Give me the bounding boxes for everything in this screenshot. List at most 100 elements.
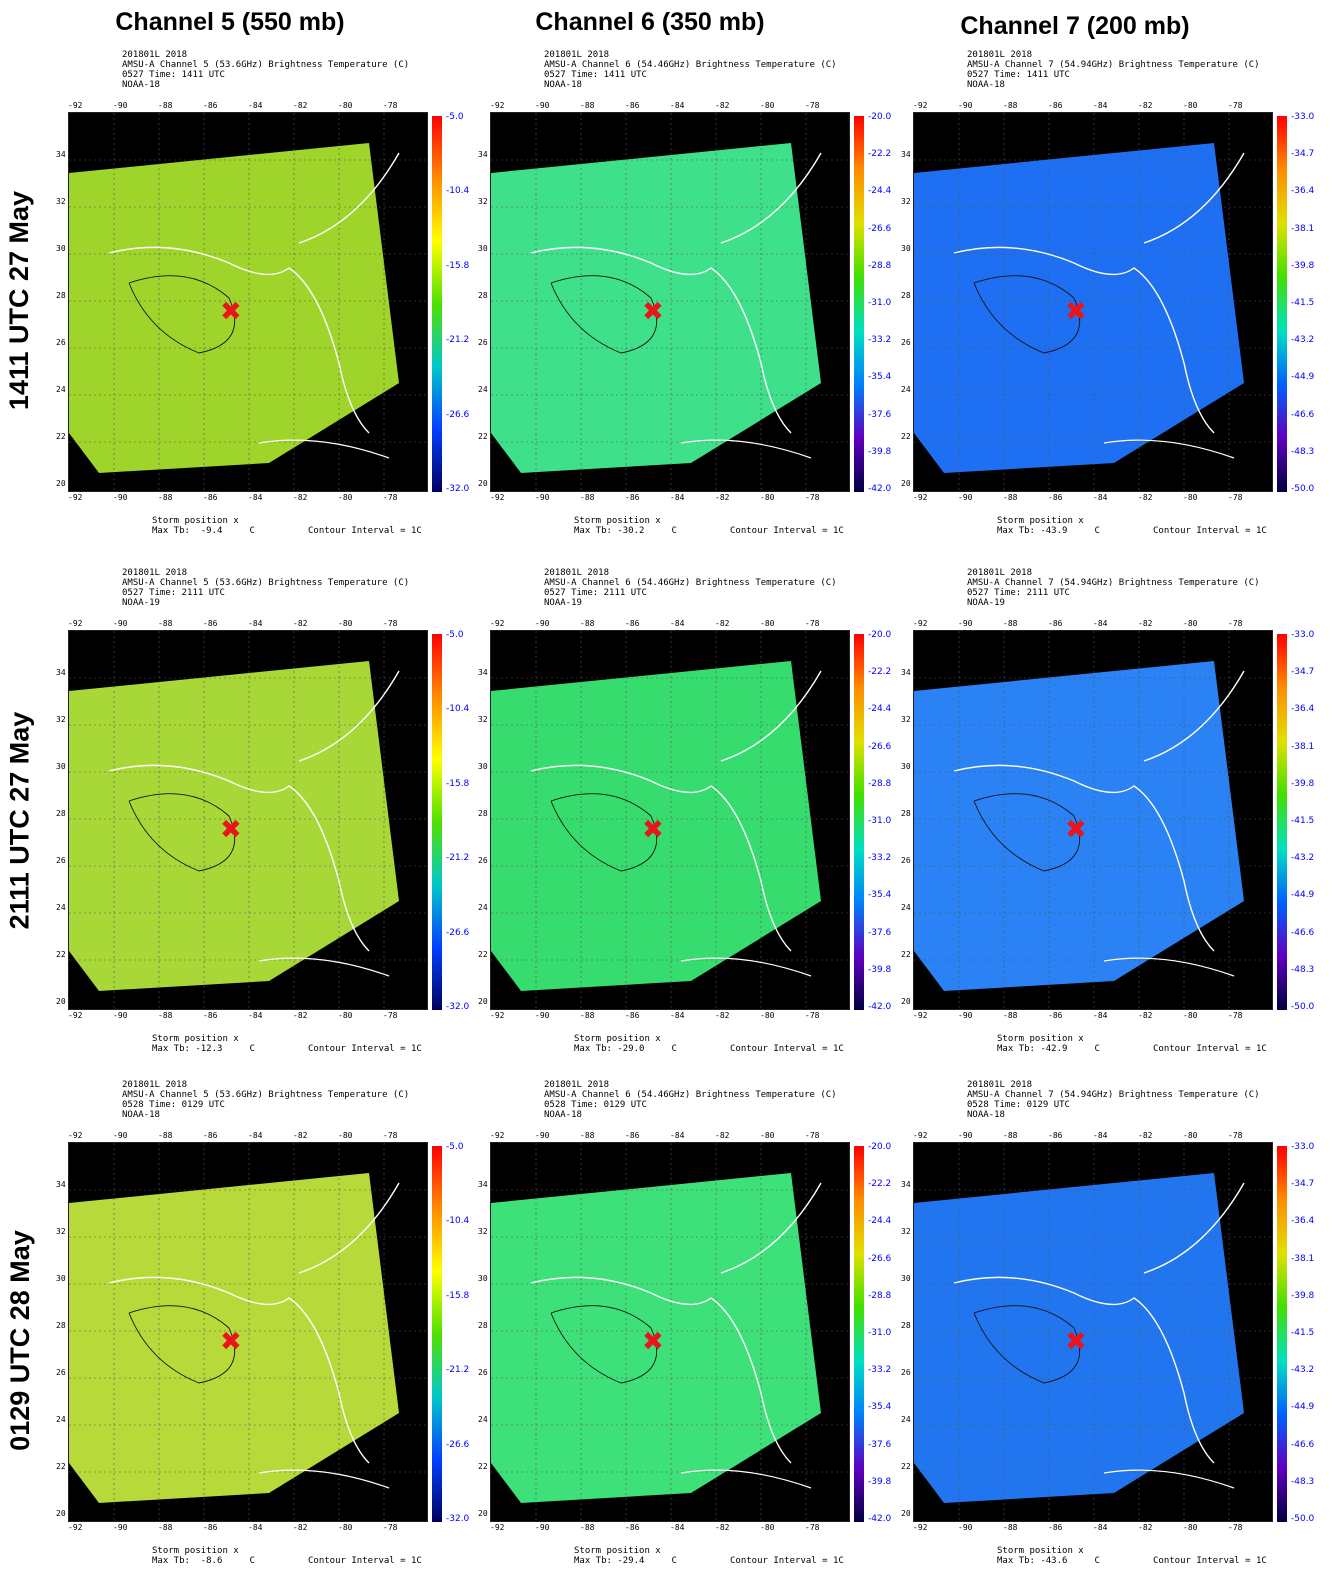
colorbar-label: -31.0 — [868, 1328, 892, 1338]
brightness-temperature-map — [68, 112, 428, 492]
x-tick-label: -90 — [958, 1131, 973, 1140]
x-tick-label: -82 — [293, 619, 308, 628]
x-tick-label: -84 — [1093, 493, 1108, 502]
colorbar-label: -41.5 — [1291, 298, 1315, 308]
x-tick-label: -86 — [1048, 1131, 1063, 1140]
contour-interval-label: Contour Interval = 1C — [1153, 1044, 1267, 1054]
colorbar-label: -33.2 — [868, 1365, 892, 1376]
x-tick-label: -84 — [248, 101, 263, 110]
x-tick-label: -80 — [760, 1011, 775, 1020]
colorbar-label: -35.4 — [868, 1402, 892, 1413]
y-tick-label: 26 — [901, 338, 911, 347]
x-tick-label: -82 — [293, 1011, 308, 1020]
max-tb-value: Max Tb: -43.6 C — [997, 1556, 1100, 1566]
colorbar-label: -44.9 — [1291, 1402, 1315, 1413]
x-tick-label: -84 — [670, 1011, 685, 1020]
contour-interval-label: Contour Interval = 1C — [1153, 526, 1267, 536]
y-tick-label: 24 — [901, 385, 911, 394]
y-tick-label: 28 — [478, 1321, 488, 1330]
colorbar-label: -26.6 — [868, 1253, 892, 1264]
y-tick-label: 26 — [56, 1368, 66, 1377]
x-tick-label: -86 — [203, 1011, 218, 1020]
storm-position-label: Storm position x — [997, 1034, 1084, 1044]
y-tick-label: 24 — [478, 903, 488, 912]
x-tick-label: -86 — [203, 493, 218, 502]
x-tick-label: -88 — [158, 1523, 173, 1532]
x-tick-label: -90 — [535, 1131, 550, 1140]
y-tick-label: 26 — [478, 1368, 488, 1377]
y-tick-label: 32 — [901, 197, 911, 206]
x-tick-label: -90 — [958, 493, 973, 502]
colorbar-label: -41.5 — [1291, 816, 1315, 826]
x-tick-label: -82 — [715, 1131, 730, 1140]
y-tick-label: 34 — [56, 668, 66, 677]
data-swath — [914, 143, 1244, 473]
x-tick-label: -86 — [203, 1523, 218, 1532]
y-tick-label: 30 — [478, 244, 488, 253]
x-tick-label: -86 — [1048, 1011, 1063, 1020]
colorbar-label: -38.1 — [1291, 223, 1315, 234]
y-tick-label: 32 — [56, 1227, 66, 1236]
y-tick-label: 28 — [901, 291, 911, 300]
y-tick-label: 20 — [478, 479, 488, 488]
x-tick-label: -82 — [715, 619, 730, 628]
coastline-cuba — [680, 1469, 812, 1489]
map-canvas — [69, 631, 427, 1009]
data-swath — [491, 143, 821, 473]
x-tick-label: -78 — [805, 493, 820, 502]
colorbar-label: -10.4 — [446, 1216, 470, 1227]
x-tick-label: -88 — [1003, 493, 1018, 502]
colorbar-label: -10.4 — [446, 704, 470, 715]
x-tick-label: -80 — [1183, 619, 1198, 628]
colorbar-label: -24.4 — [868, 1216, 892, 1227]
colorbar-label: -43.2 — [1291, 853, 1315, 864]
x-tick-label: -80 — [760, 493, 775, 502]
colorbar-label: -36.4 — [1291, 1216, 1315, 1227]
colorbar-label: -21.2 — [446, 853, 470, 864]
y-tick-label: 30 — [56, 762, 66, 771]
coastline-cuba — [1103, 1469, 1235, 1489]
storm-position-label: Storm position x — [574, 516, 661, 526]
colorbar-label: -22.2 — [868, 667, 892, 678]
storm-position-label: Storm position x — [152, 516, 239, 526]
x-tick-label: -86 — [625, 1011, 640, 1020]
x-tick-label: -78 — [1228, 493, 1243, 502]
brightness-temperature-map — [913, 630, 1273, 1010]
x-tick-label: -86 — [1048, 1523, 1063, 1532]
coastline-cuba — [258, 1469, 390, 1489]
colorbar-label: -32.0 — [446, 1002, 470, 1012]
x-tick-label: -80 — [338, 619, 353, 628]
brightness-temperature-map — [68, 1142, 428, 1522]
x-tick-label: -78 — [383, 493, 398, 502]
y-tick-label: 34 — [478, 150, 488, 159]
x-tick-label: -84 — [248, 1011, 263, 1020]
storm-position-label: Storm position x — [997, 1546, 1084, 1556]
contour-interval-label: Contour Interval = 1C — [308, 1044, 422, 1054]
colorbar-label: -43.2 — [1291, 1365, 1315, 1376]
x-tick-label: -92 — [913, 619, 928, 628]
x-tick-label: -78 — [805, 1523, 820, 1532]
colorbar-label: -41.5 — [1291, 1328, 1315, 1338]
colorbar-label: -28.8 — [868, 778, 892, 789]
x-tick-label: -78 — [383, 1131, 398, 1140]
y-tick-label: 28 — [478, 809, 488, 818]
x-tick-label: -92 — [68, 101, 83, 110]
contour-interval-label: Contour Interval = 1C — [1153, 1556, 1267, 1566]
colorbar-label: -24.4 — [868, 704, 892, 715]
y-tick-label: 34 — [901, 668, 911, 677]
x-tick-label: -92 — [68, 493, 83, 502]
x-tick-label: -88 — [580, 1011, 595, 1020]
x-tick-label: -88 — [1003, 1523, 1018, 1532]
x-tick-label: -78 — [1228, 619, 1243, 628]
y-tick-label: 20 — [478, 1509, 488, 1518]
colorbar-label: -36.4 — [1291, 704, 1315, 715]
colorbar-label: -38.1 — [1291, 1253, 1315, 1264]
coastline-cuba — [1103, 957, 1235, 977]
storm-position-label: Storm position x — [997, 516, 1084, 526]
storm-position-marker: ✖ — [1065, 1327, 1087, 1357]
x-tick-label: -84 — [248, 1523, 263, 1532]
x-tick-label: -80 — [760, 101, 775, 110]
y-tick-label: 34 — [478, 1180, 488, 1189]
colorbar-label: -5.0 — [446, 630, 464, 640]
x-tick-label: -86 — [203, 1131, 218, 1140]
